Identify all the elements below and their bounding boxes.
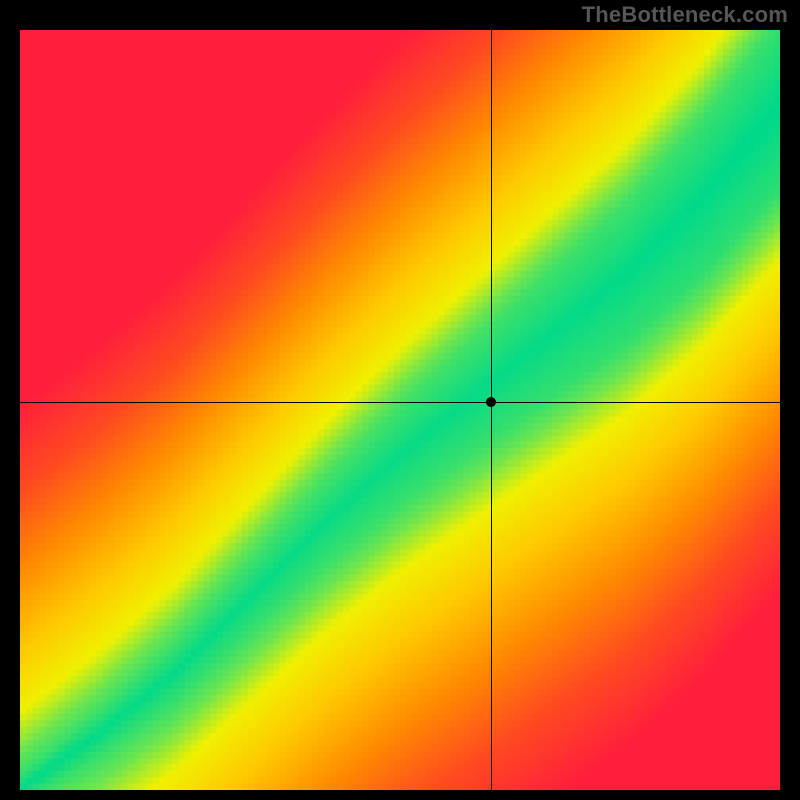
watermark-text: TheBottleneck.com <box>582 2 788 28</box>
crosshair-vertical <box>491 30 492 790</box>
crosshair-horizontal <box>20 402 780 403</box>
bottleneck-heatmap <box>20 30 780 790</box>
crosshair-marker <box>486 397 496 407</box>
chart-container: TheBottleneck.com <box>0 0 800 800</box>
plot-area <box>20 30 780 790</box>
